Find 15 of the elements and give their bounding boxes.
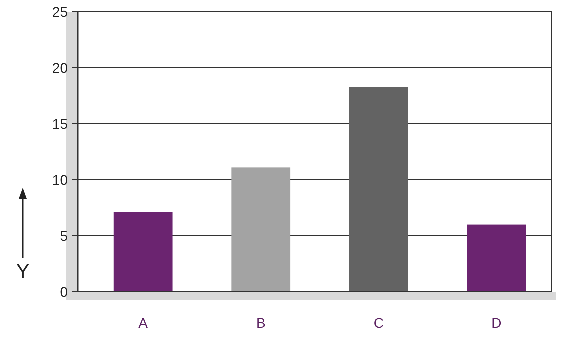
x-tick-label: D bbox=[492, 315, 502, 331]
bar bbox=[349, 87, 408, 292]
y-tick-label: 0 bbox=[60, 284, 68, 300]
x-tick-label: B bbox=[256, 315, 266, 331]
y-tick-label: 10 bbox=[52, 172, 68, 188]
y-tick-label: 15 bbox=[52, 116, 68, 132]
x-tick-label: C bbox=[374, 315, 384, 331]
y-axis-title: Y bbox=[16, 261, 30, 283]
bar bbox=[467, 224, 526, 292]
y-tick-label: 25 bbox=[52, 4, 68, 20]
bar bbox=[114, 212, 173, 292]
x-tick-label: A bbox=[138, 315, 149, 331]
y-tick-label: 5 bbox=[60, 228, 68, 244]
y-tick-label: 20 bbox=[52, 60, 68, 76]
bar bbox=[232, 168, 291, 292]
